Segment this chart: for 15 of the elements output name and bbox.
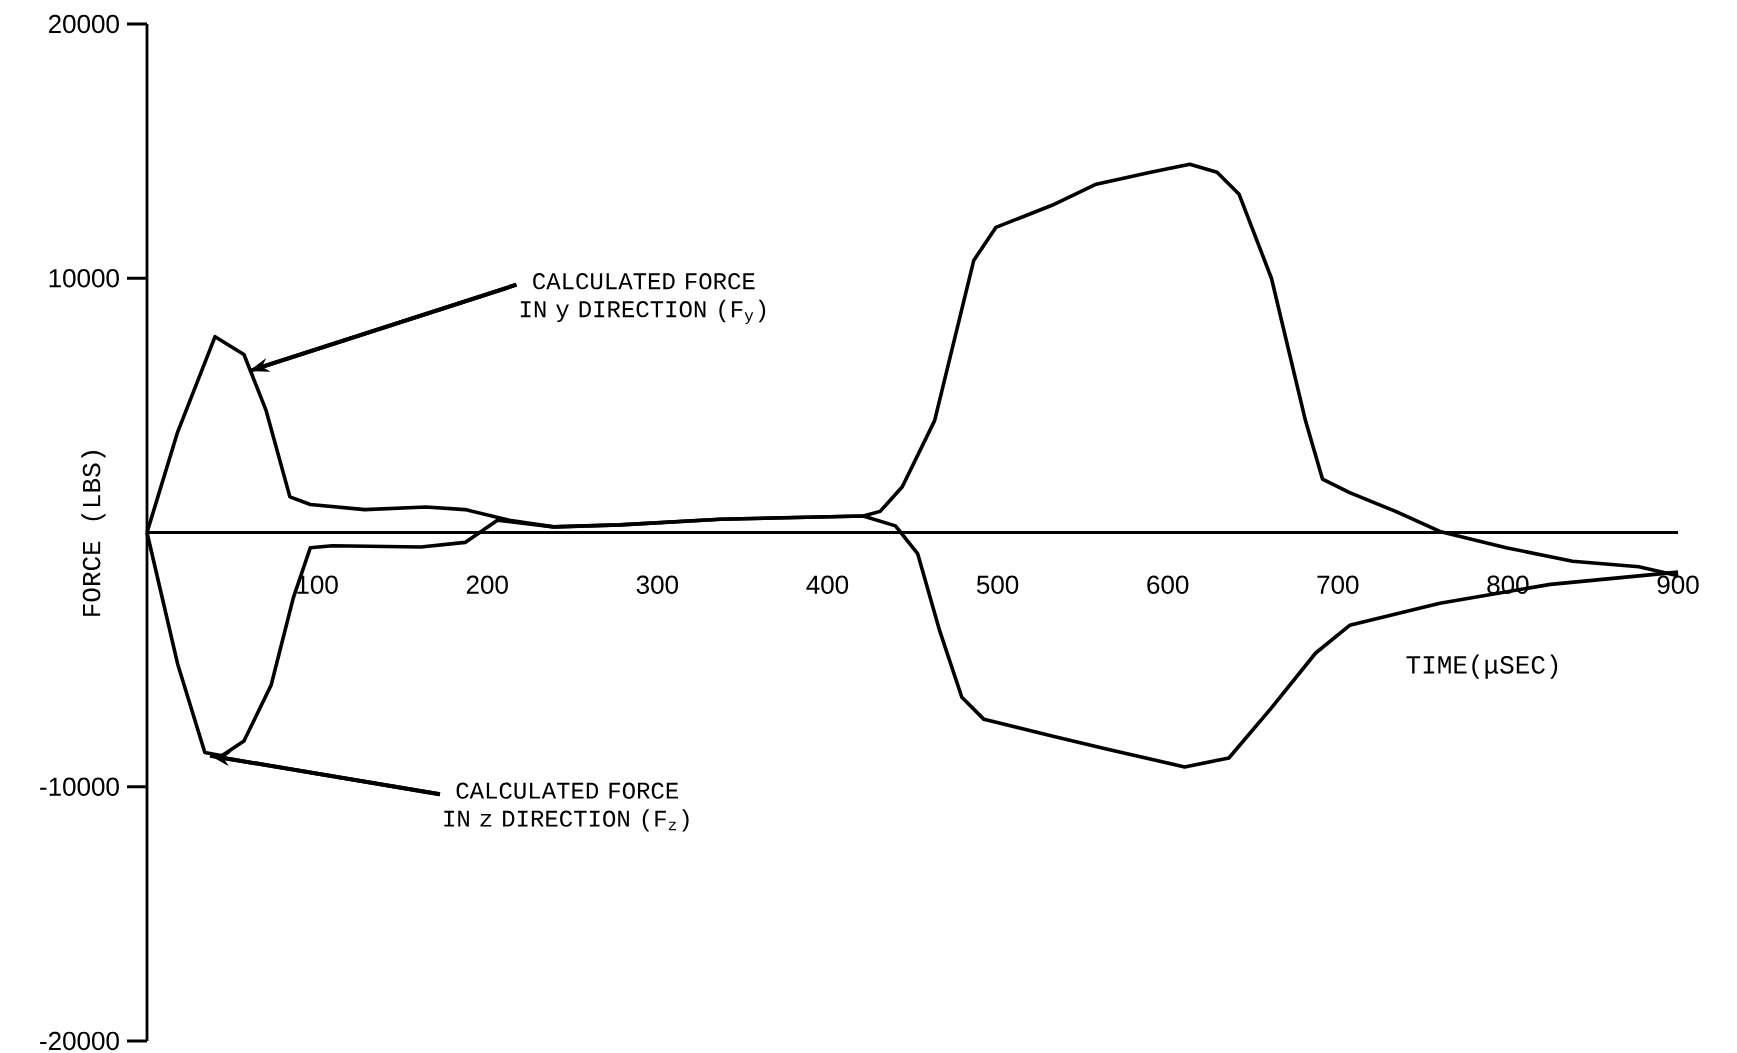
x-tick-label: 500 [976, 575, 1019, 594]
y-tick-label: -20000 [40, 1031, 119, 1051]
y-tick-label: 20000 [48, 14, 119, 34]
x-tick-label: 400 [806, 575, 849, 594]
x-axis-title: TIME(μSEC) [1406, 654, 1558, 679]
x-tick-label: 300 [636, 575, 679, 594]
x-tick-label: 900 [1657, 575, 1699, 594]
x-tick-label: 200 [466, 575, 508, 594]
y-tick-label: 10000 [49, 269, 119, 288]
y-axis-title: FORCE (LBS) [81, 451, 106, 616]
x-tick-label: 700 [1317, 575, 1359, 594]
x-tick-label: 600 [1147, 575, 1189, 594]
y-tick-label: -10000 [40, 777, 119, 796]
annotation: CALCULATED FORCE IN z DIRECTION (F$_{z}$) [444, 782, 689, 832]
annotation: CALCULATED FORCE IN y DIRECTION (F$_{y}$) [520, 273, 766, 325]
